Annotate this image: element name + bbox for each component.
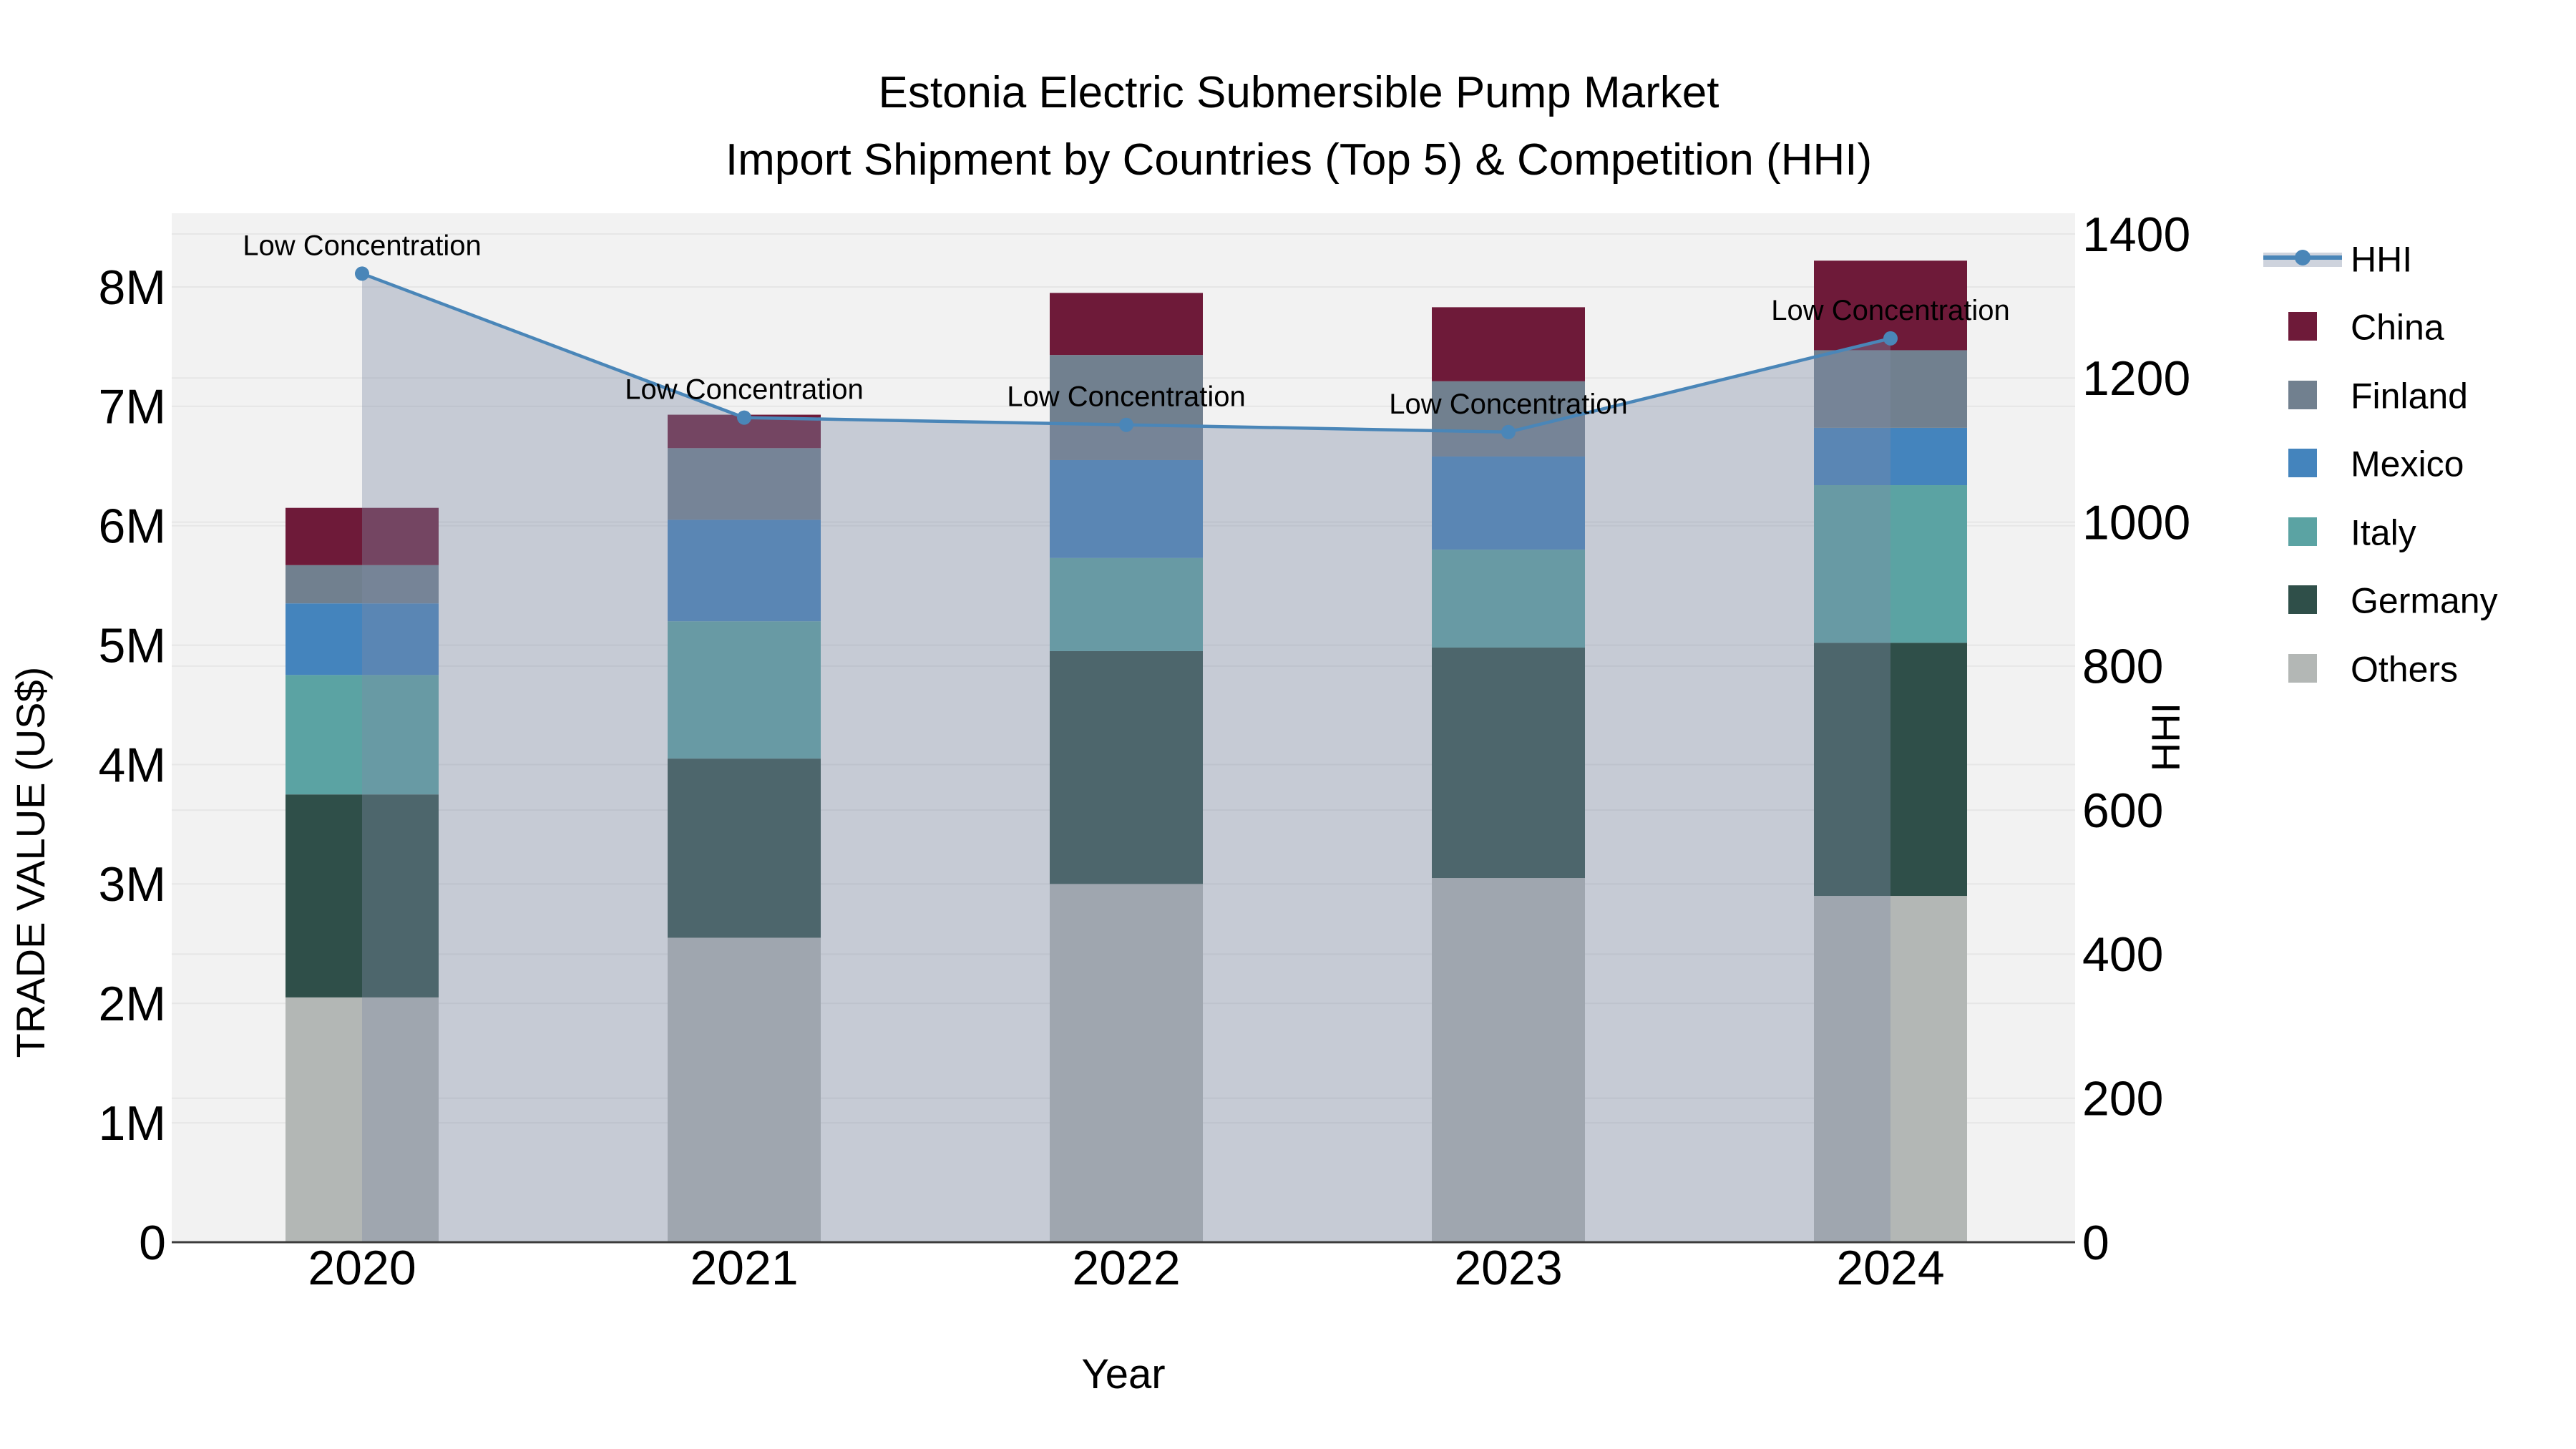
stacked-bars: [286, 260, 1967, 1242]
legend: HHI China Finland Mexico Italy Germany Others: [2263, 240, 2498, 690]
bar-segment-mexico-2023: [1432, 456, 1585, 550]
bar-segment-others-2024: [1814, 896, 1967, 1242]
right-axis-title: HHI: [2143, 703, 2188, 771]
legend-label-others: Others: [2351, 650, 2458, 690]
legend-label-china: China: [2351, 308, 2444, 348]
bar-segment-mexico-2020: [286, 603, 439, 675]
bar-segment-italy-2023: [1432, 550, 1585, 648]
bar-segment-finland-2021: [668, 448, 821, 520]
bar-segment-china-2020: [286, 507, 439, 565]
hhi-marker-2020: [355, 266, 369, 281]
bar-segment-germany-2021: [668, 758, 821, 938]
annotation-2021: Low Concentration: [625, 374, 864, 406]
right-tick-600: 600: [2082, 784, 2163, 838]
hhi-area-fill: [362, 273, 1890, 1242]
annotation-2020: Low Concentration: [243, 230, 482, 261]
legend-swatch-germany: [2288, 585, 2317, 614]
bar-segment-mexico-2024: [1814, 427, 1967, 486]
left-tick-3M: 3M: [99, 857, 166, 912]
x-tick-2023: 2023: [1454, 1241, 1562, 1295]
chart-title-line2: Import Shipment by Countries (Top 5) & C…: [726, 135, 1872, 185]
annotations: Low Concentration Low Concentration Low Co…: [243, 230, 2010, 419]
left-tick-1M: 1M: [99, 1096, 166, 1151]
annotation-2022: Low Concentration: [1007, 381, 1246, 413]
left-tick-6M: 6M: [99, 499, 166, 554]
left-tick-8M: 8M: [99, 260, 166, 315]
legend-swatch-others: [2288, 654, 2317, 683]
x-axis-title: Year: [1081, 1351, 1165, 1397]
hhi-marker-2022: [1119, 417, 1133, 432]
bar-segment-others-2022: [1050, 884, 1203, 1242]
bar-segment-germany-2023: [1432, 647, 1585, 879]
left-tick-4M: 4M: [99, 738, 166, 792]
bar-segment-finland-2020: [286, 565, 439, 604]
right-tick-1000: 1000: [2082, 495, 2190, 550]
hhi-marker-2021: [737, 410, 751, 425]
bar-segment-finland-2022: [1050, 355, 1203, 460]
right-tick-400: 400: [2082, 927, 2163, 982]
bar-segment-others-2021: [668, 937, 821, 1242]
left-axis-title: TRADE VALUE (US$): [8, 667, 53, 1058]
legend-swatch-mexico: [2288, 449, 2317, 477]
right-tick-800: 800: [2082, 640, 2163, 694]
right-tick-1200: 1200: [2082, 351, 2190, 406]
left-tick-2M: 2M: [99, 977, 166, 1031]
left-tick-5M: 5M: [99, 618, 166, 673]
legend-label-mexico: Mexico: [2351, 444, 2464, 484]
hhi-marker-2023: [1501, 424, 1516, 439]
right-tick-200: 200: [2082, 1072, 2163, 1126]
axis-tick-labels: 0 1M 2M 3M 4M 5M 6M 7M 8M 0 200 400 600 800 1000 1200 14…: [99, 208, 2191, 1295]
legend-label-hhi: HHI: [2351, 240, 2412, 280]
bar-segment-others-2020: [286, 997, 439, 1242]
legend-swatch-italy: [2288, 517, 2317, 546]
hhi-marker-2024: [1883, 331, 1898, 346]
left-tick-7M: 7M: [99, 380, 166, 434]
bar-segment-italy-2024: [1814, 485, 1967, 643]
x-tick-2022: 2022: [1072, 1241, 1180, 1295]
bar-segment-mexico-2022: [1050, 459, 1203, 558]
legend-label-italy: Italy: [2351, 513, 2416, 553]
left-tick-0: 0: [139, 1216, 166, 1270]
bar-segment-finland-2024: [1814, 350, 1967, 428]
bar-segment-mexico-2021: [668, 519, 821, 622]
x-tick-2024: 2024: [1836, 1241, 1944, 1295]
legend-label-germany: Germany: [2351, 581, 2498, 621]
right-tick-0: 0: [2082, 1216, 2109, 1270]
bar-segment-italy-2022: [1050, 557, 1203, 651]
annotation-2023: Low Concentration: [1389, 389, 1628, 420]
chart-title-line1: Estonia Electric Submersible Pump Market: [878, 68, 1719, 117]
bar-segment-china-2023: [1432, 307, 1585, 381]
right-tick-1400: 1400: [2082, 208, 2190, 262]
bar-segment-italy-2021: [668, 621, 821, 759]
bar-segment-others-2023: [1432, 878, 1585, 1242]
legend-label-finland: Finland: [2351, 376, 2468, 416]
bar-segment-germany-2024: [1814, 643, 1967, 897]
x-tick-2020: 2020: [308, 1241, 416, 1295]
bar-segment-china-2022: [1050, 293, 1203, 356]
annotation-2024: Low Concentration: [1771, 295, 2010, 326]
bar-segment-italy-2020: [286, 675, 439, 795]
legend-hhi-marker: [2295, 250, 2311, 265]
x-tick-2021: 2021: [690, 1241, 798, 1295]
legend-swatch-china: [2288, 312, 2317, 341]
legend-swatch-finland: [2288, 381, 2317, 409]
bar-segment-germany-2020: [286, 794, 439, 997]
bar-segment-germany-2022: [1050, 650, 1203, 884]
